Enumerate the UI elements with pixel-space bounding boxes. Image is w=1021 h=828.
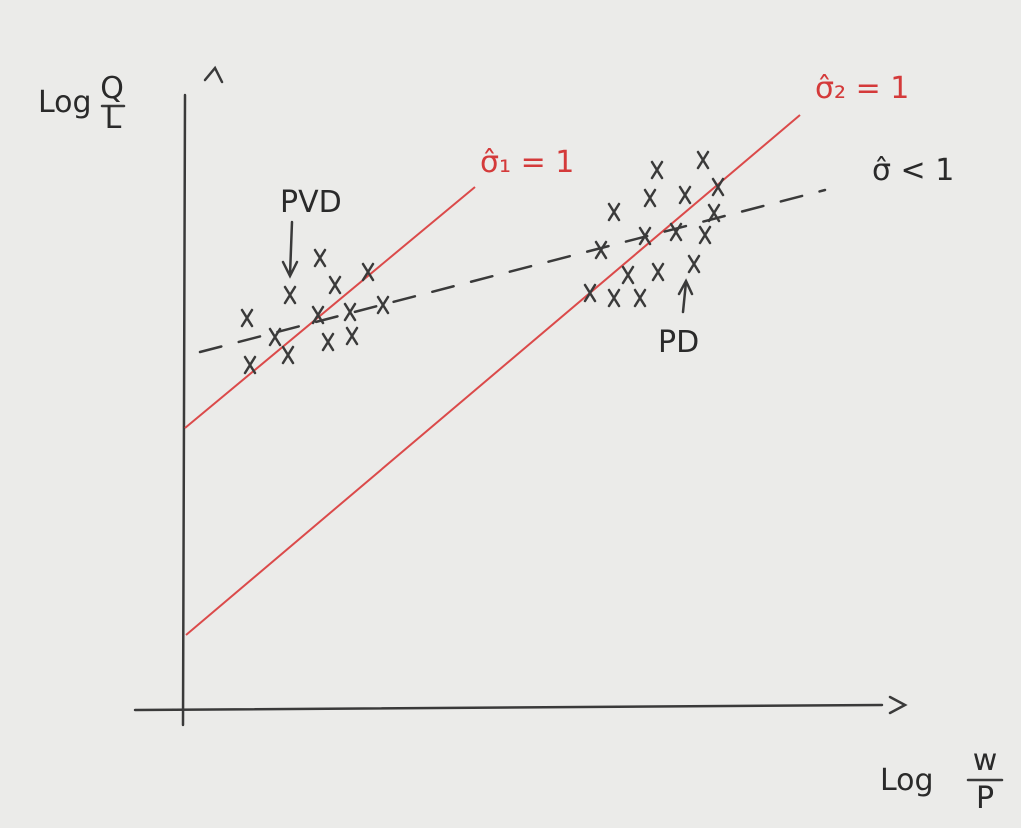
annotation: PD (658, 325, 699, 360)
y-label-denominator: L (105, 101, 122, 136)
page: Log Q L Log w P σ̂₁ = 1 σ̂₂ = 1 σ̂ < 1 P… (0, 0, 1021, 828)
y-label-prefix: Log (38, 85, 92, 120)
line-label: σ̂ < 1 (872, 153, 954, 188)
x-label-prefix: Log (880, 763, 934, 798)
line-label: σ̂₁ = 1 (480, 145, 574, 180)
x-label-numerator: w (973, 743, 998, 778)
x-label-denominator: P (976, 781, 994, 816)
line-label: σ̂₂ = 1 (815, 71, 909, 106)
diagram: Log Q L Log w P σ̂₁ = 1 σ̂₂ = 1 σ̂ < 1 P… (0, 0, 1021, 828)
annotation: PVD (280, 185, 342, 220)
paper (0, 0, 1021, 828)
